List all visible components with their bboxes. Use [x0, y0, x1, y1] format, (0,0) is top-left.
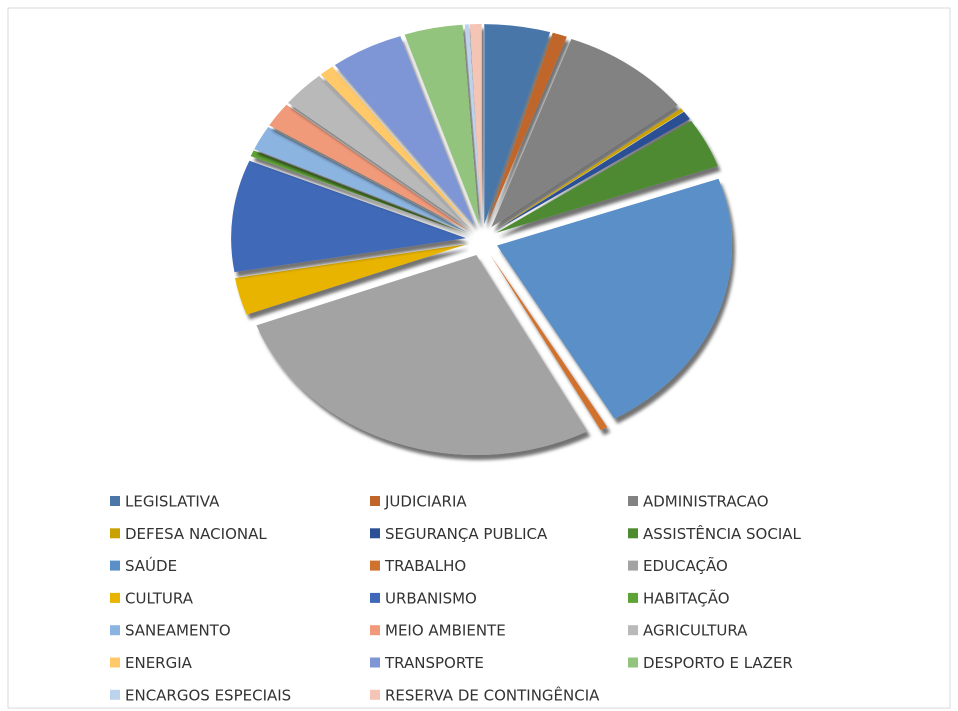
pie-slice — [469, 24, 482, 225]
legend-label: JUDICIARIA — [384, 493, 467, 511]
legend-label: ADMINISTRACAO — [643, 493, 769, 511]
legend-swatch — [628, 560, 638, 571]
legend-label: HABITAÇÃO — [643, 588, 730, 607]
pie-slice — [497, 178, 733, 419]
pie-slice — [489, 253, 608, 431]
pie-slice — [464, 24, 482, 225]
legend-label: SAÚDE — [125, 556, 177, 575]
legend-swatch — [628, 528, 638, 539]
legend-label: RESERVA DE CONTINGÊNCIA — [385, 685, 600, 704]
legend-swatch — [628, 592, 638, 603]
legend-label: LEGISLATIVA — [125, 493, 220, 511]
pie-slice — [404, 24, 479, 225]
legend-swatch — [370, 657, 380, 668]
pie-slice — [288, 75, 471, 229]
legend-label: TRABALHO — [384, 557, 466, 575]
pie — [231, 24, 733, 455]
legend-label: URBANISMO — [385, 589, 477, 607]
pie-slice — [484, 24, 551, 225]
legend-swatch — [110, 657, 120, 668]
pie-slice — [334, 36, 475, 226]
pie-slice — [231, 160, 467, 273]
legend-swatch — [370, 689, 380, 700]
pie-slice — [495, 111, 690, 231]
pie-slice — [496, 121, 718, 233]
pie-slice — [250, 150, 468, 234]
pie-slice — [256, 254, 588, 455]
legend-swatch — [110, 528, 120, 539]
legend-label: SEGURANÇA PUBLICA — [385, 525, 548, 543]
legend-swatch — [370, 496, 380, 506]
pie-slice — [320, 66, 473, 228]
legend-swatch — [110, 689, 120, 700]
legend-swatch — [628, 657, 638, 668]
legend-label: CULTURA — [125, 589, 194, 607]
legend-label: ASSISTÊNCIA SOCIAL — [643, 524, 802, 543]
legend-label: AGRICULTURA — [643, 622, 748, 640]
pie-slice — [491, 38, 678, 228]
legend-swatch — [628, 625, 638, 636]
legend-label: EDUCAÇÃO — [643, 556, 728, 575]
pie-slice — [494, 108, 684, 231]
legend-swatch — [628, 496, 638, 506]
pie-slice — [486, 32, 567, 225]
legend-swatch — [110, 496, 120, 506]
legend-label: ENERGIA — [125, 654, 193, 672]
legend-swatch — [110, 592, 120, 603]
legend: LEGISLATIVA JUDICIARIA ADMINISTRACAO DEFESA… — [110, 493, 802, 704]
pie-slice — [254, 127, 468, 233]
pie-slice — [234, 244, 467, 315]
legend-swatch — [370, 592, 380, 603]
legend-label: TRANSPORTE — [384, 654, 484, 672]
legend-label: DESPORTO E LAZER — [643, 654, 793, 672]
legend-label: SANEAMENTO — [125, 622, 231, 640]
legend-label: MEIO AMBIENTE — [385, 622, 506, 640]
legend-swatch — [370, 528, 380, 539]
legend-swatch — [370, 625, 380, 636]
legend-swatch — [370, 560, 380, 571]
legend-swatch — [110, 560, 120, 571]
legend-label: ENCARGOS ESPECIAIS — [125, 686, 291, 704]
legend-swatch — [110, 625, 120, 636]
legend-label: DEFESA NACIONAL — [125, 525, 267, 543]
pie-slice — [269, 104, 469, 231]
